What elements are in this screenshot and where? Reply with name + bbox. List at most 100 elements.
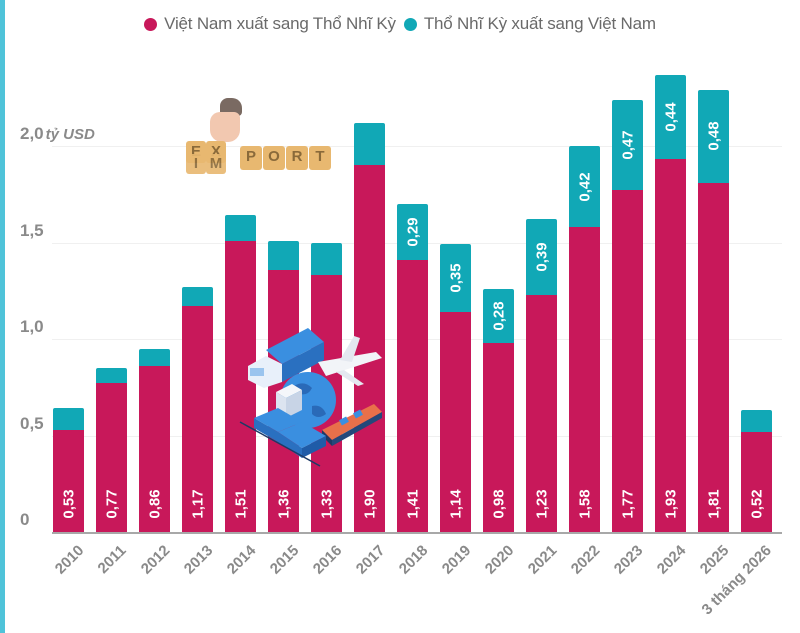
block-r: R xyxy=(286,146,308,170)
legend-item-vn-export: Việt Nam xuất sang Thổ Nhĩ Kỳ xyxy=(144,14,396,34)
value-label: 1,51 xyxy=(232,489,249,519)
airplane-icon xyxy=(318,336,382,386)
bar-segment-vn-export: 1,58 xyxy=(569,227,600,532)
x-tick-label: 2021 xyxy=(524,542,560,578)
legend-label: Việt Nam xuất sang Thổ Nhĩ Kỳ xyxy=(164,14,396,33)
gridline xyxy=(52,146,782,147)
value-label: 0,47 xyxy=(619,130,636,160)
value-label: 0,28 xyxy=(490,301,507,331)
x-tick-label: 2022 xyxy=(567,542,603,578)
y-tick-label: 1,5 xyxy=(20,220,44,240)
bar-segment-tr-export xyxy=(741,410,772,432)
value-label: 0,48 xyxy=(705,121,722,151)
bar-segment-tr-export xyxy=(354,122,385,166)
value-label: 0,35 xyxy=(447,263,464,293)
value-label: 1,93 xyxy=(662,489,679,519)
bar-segment-tr-export xyxy=(139,348,170,366)
bar-segment-tr-export: 0,44 xyxy=(655,74,686,160)
bar-segment-vn-export: 1,81 xyxy=(698,182,729,532)
bar-2023: 0,47 1,77 xyxy=(612,99,643,532)
x-tick-label: 2018 xyxy=(395,542,431,578)
bar-2022: 0,42 1,58 xyxy=(569,146,600,532)
side-accent-border xyxy=(0,0,5,633)
legend-label: Thổ Nhĩ Kỳ xuất sang Việt Nam xyxy=(423,14,656,33)
bar-segment-vn-export: 0,98 xyxy=(483,342,514,532)
value-label: 0,53 xyxy=(60,489,77,519)
block-p: P xyxy=(240,146,262,170)
x-tick-label: 2024 xyxy=(653,542,689,578)
bar-2011: 0,77 xyxy=(96,367,127,532)
bar-2014: 1,51 xyxy=(225,215,256,532)
value-label: 0,44 xyxy=(662,102,679,132)
bar-segment-tr-export: 0,39 xyxy=(526,219,557,295)
bar-segment-vn-export: 1,93 xyxy=(655,159,686,532)
block-i: I xyxy=(186,154,206,174)
x-tick-label: 2017 xyxy=(352,542,388,578)
value-label: 0,86 xyxy=(146,489,163,519)
bar-segment-vn-export: 0,52 xyxy=(741,431,772,532)
value-label: 1,17 xyxy=(189,489,206,519)
bar-2010: 0,53 xyxy=(53,408,84,532)
chart-legend: Việt Nam xuất sang Thổ Nhĩ Kỳ Thổ Nhĩ Kỳ… xyxy=(0,14,800,34)
legend-item-tr-export: Thổ Nhĩ Kỳ xuất sang Việt Nam xyxy=(403,14,656,34)
y-tick-label: 2,0 tỷ USD xyxy=(20,124,95,143)
value-label: 1,77 xyxy=(619,489,636,519)
bar-segment-vn-export: 0,77 xyxy=(96,383,127,532)
bar-2019: 0,35 1,14 xyxy=(440,244,471,532)
ship-icon xyxy=(322,404,382,446)
bar-segment-tr-export xyxy=(53,408,84,430)
hand-fingers-icon xyxy=(210,112,240,142)
bar-3-tháng-2026: 0,52 xyxy=(741,410,772,532)
logistics-svg xyxy=(239,328,382,467)
bar-2024: 0,44 1,93 xyxy=(655,74,686,532)
train-icon xyxy=(239,408,326,467)
value-label: 0,77 xyxy=(103,489,120,519)
value-label: 1,36 xyxy=(275,489,292,519)
y-tick-label: 1,0 xyxy=(20,317,44,336)
block-t: T xyxy=(309,146,331,170)
x-tick-label: 2019 xyxy=(438,542,474,578)
y-unit-label: tỷ USD xyxy=(45,126,95,143)
hand-icon xyxy=(220,98,242,116)
bar-2018: 0,29 1,41 xyxy=(397,203,428,532)
bar-segment-vn-export: 0,53 xyxy=(53,429,84,532)
x-tick-label: 2011 xyxy=(94,542,130,578)
logistics-illustration xyxy=(236,322,386,467)
bar-segment-vn-export: 1,14 xyxy=(440,311,471,532)
bar-segment-vn-export: 1,17 xyxy=(182,306,213,532)
truck-icon xyxy=(248,328,324,388)
x-tick-label: 2012 xyxy=(137,542,173,578)
x-tick-label: 2016 xyxy=(309,542,345,578)
block-o: O xyxy=(263,146,285,170)
x-axis-line xyxy=(52,532,782,534)
x-tick-label: 2015 xyxy=(266,542,302,578)
bar-segment-tr-export xyxy=(182,286,213,307)
bar-2013: 1,17 xyxy=(182,286,213,532)
value-label: 1,90 xyxy=(361,489,378,519)
bar-segment-tr-export xyxy=(96,367,127,384)
value-label: 0,42 xyxy=(576,171,593,202)
value-label: 0,98 xyxy=(490,489,507,519)
bar-segment-tr-export: 0,35 xyxy=(440,244,471,312)
value-label: 1,23 xyxy=(533,489,550,519)
value-label: 1,81 xyxy=(705,489,722,519)
bar-segment-vn-export: 1,90 xyxy=(354,165,385,532)
bar-2012: 0,86 xyxy=(139,348,170,532)
bar-segment-tr-export: 0,42 xyxy=(569,146,600,228)
value-label: 0,39 xyxy=(533,242,550,272)
value-label: 1,33 xyxy=(318,489,335,519)
bar-segment-vn-export: 1,23 xyxy=(526,294,557,532)
y-tick-label: 0,5 xyxy=(20,413,44,433)
bar-2020: 0,28 0,98 xyxy=(483,288,514,532)
x-tick-label: 2010 xyxy=(51,542,87,578)
bar-segment-vn-export: 1,41 xyxy=(397,259,428,532)
bar-segment-tr-export: 0,29 xyxy=(397,203,428,260)
block-m: M xyxy=(206,154,226,174)
value-label: 1,58 xyxy=(576,489,593,519)
bar-segment-vn-export: 0,86 xyxy=(139,366,170,532)
value-label: 1,14 xyxy=(447,489,464,519)
bar-segment-vn-export: 1,51 xyxy=(225,240,256,532)
bar-2025: 0,48 1,81 xyxy=(698,90,729,532)
bar-segment-vn-export: 1,77 xyxy=(612,190,643,532)
value-label: 0,29 xyxy=(404,217,421,247)
